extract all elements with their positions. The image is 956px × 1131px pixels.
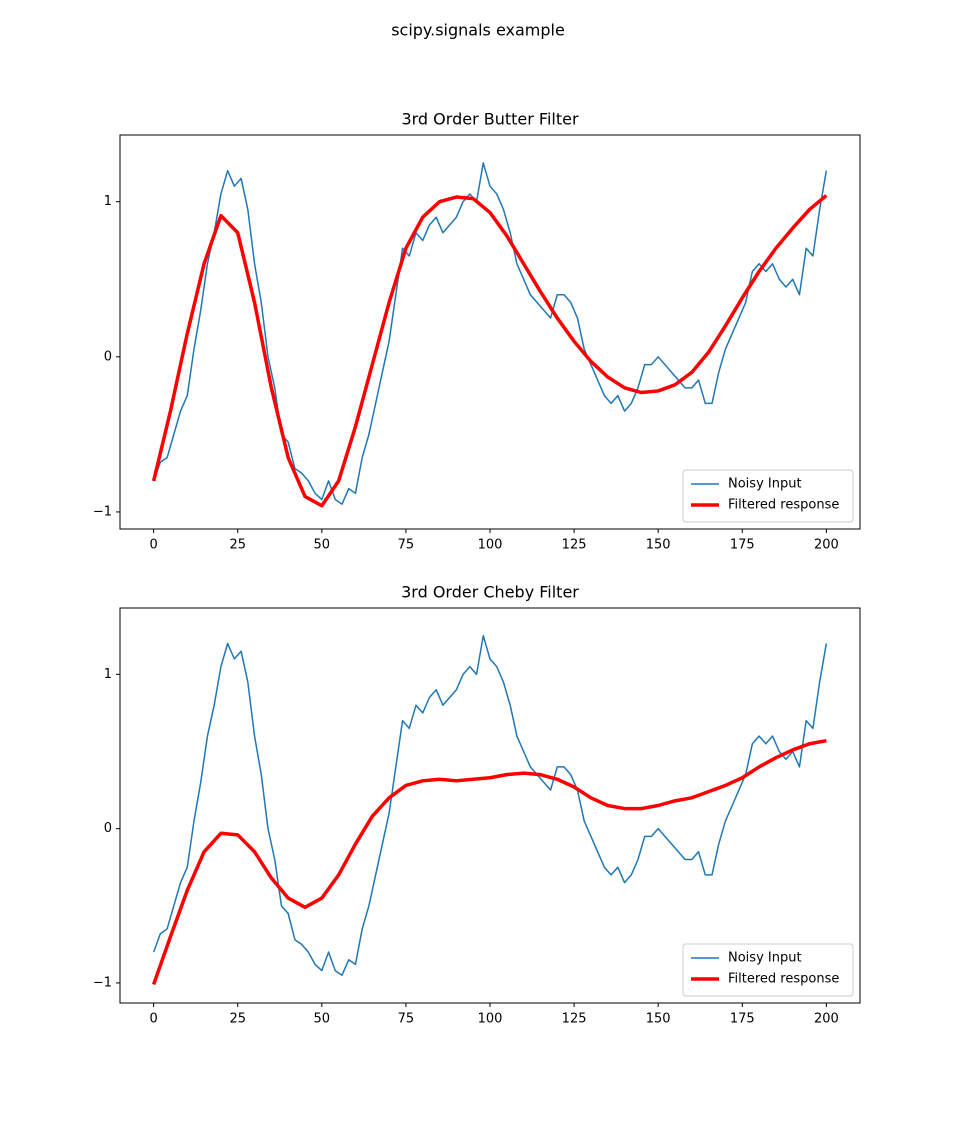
axes-title: 3rd Order Butter Filter: [401, 110, 578, 129]
y-tick-label: 1: [104, 194, 112, 209]
series-line: [152, 162, 828, 505]
y-tick-label: 0: [104, 821, 112, 836]
x-tick-label: 0: [149, 538, 157, 553]
x-tick-label: 75: [398, 1012, 415, 1027]
series-line: [151, 194, 828, 508]
y-tick-label: 1: [104, 667, 112, 682]
legend-box: [682, 943, 854, 997]
x-tick-label: 125: [562, 1012, 587, 1027]
legend-box: [682, 469, 854, 523]
x-tick-label: 25: [229, 1012, 246, 1027]
y-tick-label: −1: [93, 504, 112, 519]
x-tick-label: 125: [562, 538, 587, 553]
legend-label: Noisy Input: [728, 477, 802, 492]
x-tick-label: 200: [814, 1012, 839, 1027]
y-tick-label: −1: [93, 975, 112, 990]
x-tick-label: 75: [398, 538, 415, 553]
x-tick-label: 50: [314, 538, 331, 553]
legend-label: Filtered response: [728, 972, 839, 987]
axes-title: 3rd Order Cheby Filter: [401, 583, 579, 602]
x-tick-label: 100: [478, 1012, 503, 1027]
series-line: [151, 738, 827, 986]
figure-title: scipy.signals example: [391, 21, 565, 40]
x-tick-label: 200: [814, 538, 839, 553]
x-tick-label: 175: [730, 538, 755, 553]
y-tick-label: 0: [104, 349, 112, 364]
x-tick-label: 0: [149, 1012, 157, 1027]
x-tick-label: 150: [646, 1012, 671, 1027]
x-tick-label: 50: [314, 1012, 331, 1027]
legend-label: Noisy Input: [728, 951, 802, 966]
x-tick-label: 25: [229, 538, 246, 553]
x-tick-label: 150: [646, 538, 671, 553]
x-tick-label: 175: [730, 1012, 755, 1027]
legend-label: Filtered response: [728, 498, 839, 513]
series-line: [152, 635, 828, 976]
x-tick-label: 100: [478, 538, 503, 553]
